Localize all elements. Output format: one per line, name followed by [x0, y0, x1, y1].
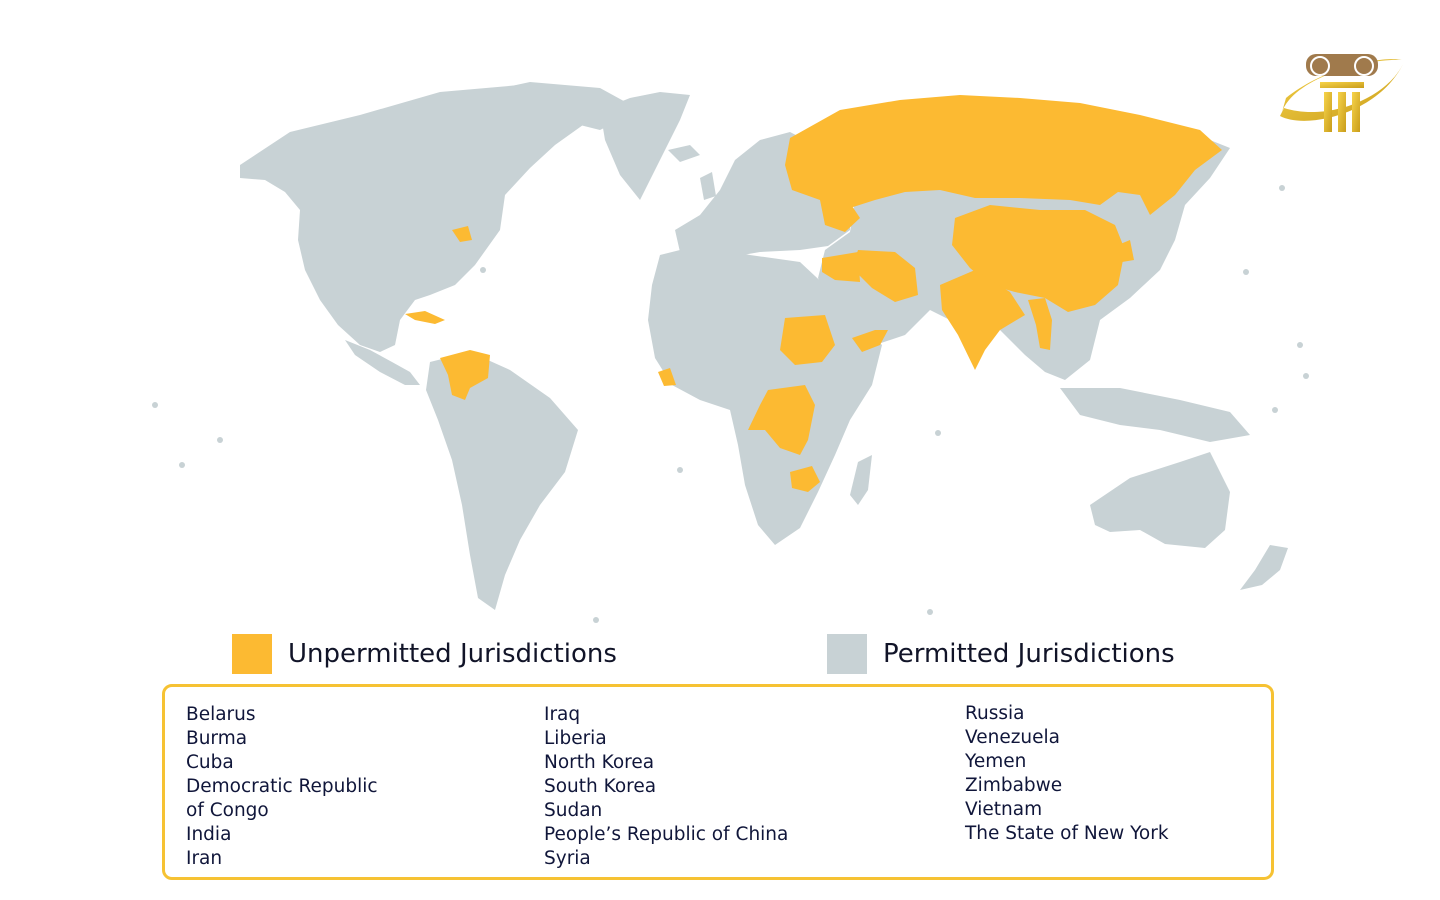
north-america-landmass	[240, 85, 590, 352]
unpermitted-label: Unpermitted Jurisdictions	[288, 639, 617, 669]
list-item: Zimbabwe	[965, 775, 1063, 796]
legend-permitted: Permitted Jurisdictions	[827, 634, 1175, 674]
belarus-ukraine-region	[820, 200, 860, 232]
greenland-landmass	[600, 92, 690, 200]
list-item: Burma	[186, 728, 248, 749]
list-item: of Congo	[186, 800, 269, 821]
ionic-column-logo-icon	[1280, 54, 1404, 132]
new-zealand-landmass	[1240, 545, 1288, 590]
zimbabwe-region	[790, 466, 820, 492]
list-item: Cuba	[186, 752, 234, 773]
jurisdiction-column-2: Iraq Liberia North Korea South Korea Sud…	[544, 703, 788, 871]
list-item: Yemen	[965, 751, 1027, 772]
jurisdiction-column-3: Russia Venezuela Yemen Zimbabwe Vietnam …	[965, 702, 1169, 846]
list-item: Venezuela	[965, 727, 1061, 748]
list-item: Iran	[186, 848, 223, 869]
australia-landmass	[1090, 452, 1230, 548]
new-york-region	[452, 226, 472, 242]
cuba-region	[405, 311, 445, 324]
list-item: Liberia	[544, 728, 607, 749]
jurisdiction-column-1: Belarus Burma Cuba Democratic Republic o…	[186, 703, 378, 871]
permitted-swatch	[827, 634, 867, 674]
southeast-asia-islands-landmass	[1060, 388, 1250, 442]
iceland-landmass	[668, 145, 700, 162]
list-item: Iraq	[544, 704, 581, 725]
list-item: South Korea	[544, 776, 657, 797]
list-item: Belarus	[186, 704, 256, 725]
drc-region	[748, 385, 815, 455]
sudan-region	[780, 315, 835, 365]
unpermitted-jurisdictions	[405, 95, 1222, 492]
arctic-islands-landmass	[470, 82, 640, 130]
small-islands	[152, 185, 1309, 623]
list-item: Democratic Republic	[186, 776, 378, 797]
burma-region	[1028, 298, 1052, 350]
list-item: North Korea	[544, 752, 655, 773]
list-item: Vietnam	[965, 799, 1043, 820]
south-america-landmass	[426, 352, 578, 610]
india-region	[940, 270, 1025, 370]
north-korea-region	[1118, 240, 1134, 262]
list-item: India	[186, 824, 232, 845]
list-item: People’s Republic of China	[544, 824, 789, 845]
venezuela-region	[440, 350, 490, 400]
japan-landmass	[1140, 205, 1175, 265]
madagascar-landmass	[850, 455, 872, 505]
list-item: Russia	[965, 703, 1025, 724]
unpermitted-jurisdictions-list: Belarus Burma Cuba Democratic Republic o…	[162, 684, 1274, 880]
permitted-label: Permitted Jurisdictions	[883, 639, 1175, 669]
list-item: Sudan	[544, 800, 603, 821]
iran-region	[852, 250, 918, 302]
legend-unpermitted: Unpermitted Jurisdictions	[232, 634, 617, 674]
liberia-region	[658, 368, 676, 386]
list-item: Syria	[544, 848, 591, 869]
iraq-syria-region	[822, 252, 860, 282]
uk-landmass	[700, 172, 716, 200]
list-item: The State of New York	[965, 823, 1169, 844]
world-map	[152, 82, 1309, 623]
central-america-landmass	[345, 340, 420, 385]
russia-region	[785, 95, 1222, 215]
unpermitted-swatch	[232, 634, 272, 674]
yemen-region	[852, 330, 888, 352]
